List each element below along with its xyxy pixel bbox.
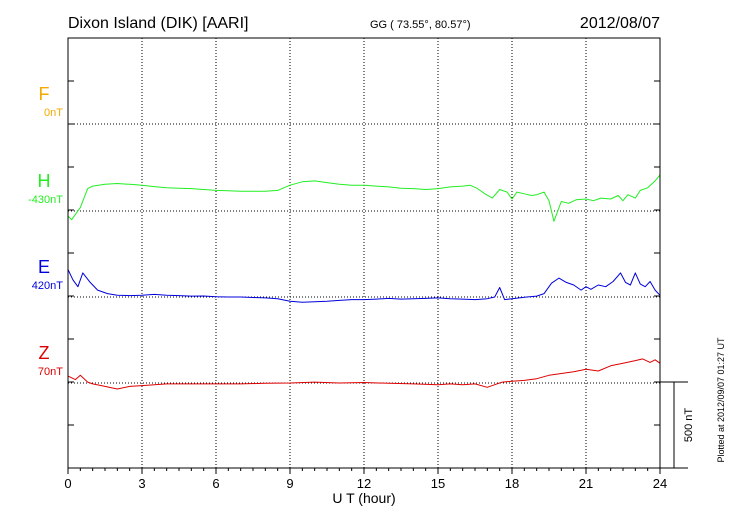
series-line-e: [67, 269, 661, 303]
station-coords: GG ( 73.55°, 80.57°): [370, 19, 471, 31]
scale-bar: 500 nT: [660, 381, 695, 469]
x-tick-label: 3: [138, 476, 145, 491]
x-axis-label: U T (hour): [332, 490, 395, 506]
grid-lines: [68, 38, 660, 468]
x-tick-label: 6: [212, 476, 219, 491]
x-tick-label: 18: [505, 476, 519, 491]
x-tick-label: 0: [64, 476, 71, 491]
series-line-h: [67, 174, 661, 222]
series-baseline-f: 0nT: [44, 107, 63, 119]
series-baseline-z: 70nT: [38, 366, 63, 378]
series-name-f: F: [39, 84, 50, 104]
x-axis-ticks: 0 3 6 9 12 15 18 21 24: [64, 468, 667, 491]
plot-frame: [67, 37, 661, 469]
x-tick-label: 24: [653, 476, 667, 491]
x-tick-label: 12: [357, 476, 371, 491]
series-name-e: E: [38, 257, 50, 277]
series-labels: F 0nT H -430nT E 420nT Z 70nT: [28, 84, 63, 378]
x-tick-label: 9: [286, 476, 293, 491]
series-baseline-e: 420nT: [32, 280, 63, 292]
series-traces: [67, 174, 661, 390]
station-title: Dixon Island (DIK) [AARI]: [68, 15, 249, 32]
series-baseline-h: -430nT: [28, 194, 63, 206]
date-label: 2012/08/07: [580, 15, 660, 32]
series-name-h: H: [38, 171, 51, 191]
scale-bar-label: 500 nT: [683, 408, 695, 443]
series-name-z: Z: [39, 343, 50, 363]
y-axis-ticks: [68, 80, 660, 426]
series-line-z: [67, 358, 661, 390]
plotted-at-note: Plotted at 2012/09/07 01:27 UT: [716, 337, 726, 463]
x-tick-label: 21: [579, 476, 593, 491]
x-tick-label: 15: [431, 476, 445, 491]
